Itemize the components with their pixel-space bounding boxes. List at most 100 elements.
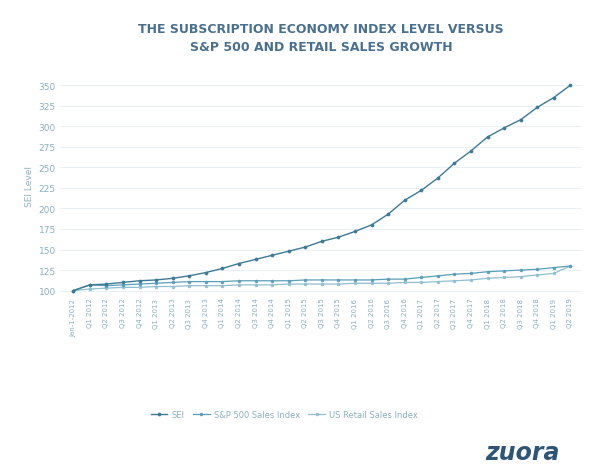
S&P 500 Sales Index	[533, 267, 541, 273]
SEI	[484, 135, 491, 140]
SEI	[235, 261, 242, 267]
SEI	[86, 282, 94, 288]
S&P 500 Sales Index	[285, 278, 292, 284]
Line: S&P 500 Sales Index: S&P 500 Sales Index	[72, 265, 572, 292]
US Retail Sales Index	[152, 284, 160, 290]
S&P 500 Sales Index	[219, 279, 226, 285]
S&P 500 Sales Index	[119, 282, 127, 288]
S&P 500 Sales Index	[318, 278, 325, 283]
US Retail Sales Index	[302, 282, 309, 288]
S&P 500 Sales Index	[202, 279, 209, 285]
S&P 500 Sales Index	[385, 277, 392, 282]
SEI	[318, 239, 325, 245]
US Retail Sales Index	[385, 281, 392, 287]
US Retail Sales Index	[352, 281, 359, 287]
SEI	[219, 266, 226, 272]
SEI	[451, 161, 458, 167]
US Retail Sales Index	[567, 264, 574, 269]
S&P 500 Sales Index	[352, 278, 359, 283]
SEI	[434, 176, 442, 181]
US Retail Sales Index	[219, 283, 226, 289]
US Retail Sales Index	[235, 282, 242, 288]
US Retail Sales Index	[169, 284, 176, 290]
SEI	[70, 288, 77, 294]
S&P 500 Sales Index	[434, 273, 442, 279]
US Retail Sales Index	[401, 280, 408, 286]
SEI	[269, 253, 276, 258]
US Retail Sales Index	[119, 285, 127, 290]
Line: US Retail Sales Index: US Retail Sales Index	[72, 265, 572, 292]
SEI	[517, 118, 524, 123]
S&P 500 Sales Index	[484, 269, 491, 275]
US Retail Sales Index	[202, 283, 209, 289]
S&P 500 Sales Index	[169, 280, 176, 286]
S&P 500 Sales Index	[567, 264, 574, 269]
Title: THE SUBSCRIPTION ECONOMY INDEX LEVEL VERSUS
S&P 500 AND RETAIL SALES GROWTH: THE SUBSCRIPTION ECONOMY INDEX LEVEL VER…	[138, 23, 504, 54]
US Retail Sales Index	[484, 276, 491, 282]
SEI	[185, 273, 193, 279]
SEI	[152, 278, 160, 283]
US Retail Sales Index	[185, 283, 193, 289]
US Retail Sales Index	[451, 278, 458, 284]
S&P 500 Sales Index	[86, 282, 94, 288]
US Retail Sales Index	[434, 279, 442, 285]
SEI	[550, 96, 557, 101]
SEI	[467, 149, 475, 155]
S&P 500 Sales Index	[70, 288, 77, 294]
US Retail Sales Index	[418, 280, 425, 286]
S&P 500 Sales Index	[235, 278, 242, 284]
S&P 500 Sales Index	[467, 271, 475, 277]
Line: SEI: SEI	[72, 84, 572, 293]
US Retail Sales Index	[368, 281, 375, 287]
S&P 500 Sales Index	[302, 278, 309, 283]
US Retail Sales Index	[467, 278, 475, 283]
S&P 500 Sales Index	[418, 275, 425, 281]
SEI	[352, 229, 359, 235]
SEI	[418, 188, 425, 194]
S&P 500 Sales Index	[185, 279, 193, 285]
S&P 500 Sales Index	[500, 268, 508, 274]
S&P 500 Sales Index	[252, 278, 259, 284]
US Retail Sales Index	[103, 286, 110, 291]
SEI	[533, 105, 541, 111]
S&P 500 Sales Index	[335, 278, 342, 283]
S&P 500 Sales Index	[269, 278, 276, 284]
Y-axis label: SEI Level: SEI Level	[25, 165, 34, 206]
US Retail Sales Index	[86, 287, 94, 292]
Legend: SEI, S&P 500 Sales Index, US Retail Sales Index: SEI, S&P 500 Sales Index, US Retail Sale…	[148, 407, 421, 422]
SEI	[500, 126, 508, 131]
US Retail Sales Index	[318, 282, 325, 288]
SEI	[103, 282, 110, 288]
US Retail Sales Index	[533, 273, 541, 278]
US Retail Sales Index	[335, 282, 342, 288]
S&P 500 Sales Index	[550, 265, 557, 271]
S&P 500 Sales Index	[136, 282, 143, 288]
SEI	[385, 212, 392, 218]
SEI	[401, 198, 408, 204]
SEI	[567, 83, 574, 89]
SEI	[335, 235, 342, 240]
US Retail Sales Index	[550, 271, 557, 277]
US Retail Sales Index	[252, 282, 259, 288]
SEI	[368, 223, 375, 228]
US Retail Sales Index	[136, 285, 143, 290]
S&P 500 Sales Index	[517, 268, 524, 273]
SEI	[136, 278, 143, 284]
US Retail Sales Index	[269, 282, 276, 288]
SEI	[252, 257, 259, 263]
S&P 500 Sales Index	[152, 281, 160, 287]
SEI	[285, 249, 292, 255]
SEI	[119, 280, 127, 286]
Text: zuora: zuora	[485, 440, 559, 464]
SEI	[169, 276, 176, 282]
S&P 500 Sales Index	[451, 272, 458, 278]
S&P 500 Sales Index	[401, 277, 408, 282]
SEI	[202, 270, 209, 276]
S&P 500 Sales Index	[103, 283, 110, 289]
US Retail Sales Index	[70, 288, 77, 294]
S&P 500 Sales Index	[368, 278, 375, 283]
US Retail Sales Index	[500, 275, 508, 281]
SEI	[302, 245, 309, 250]
US Retail Sales Index	[517, 274, 524, 280]
US Retail Sales Index	[285, 282, 292, 288]
